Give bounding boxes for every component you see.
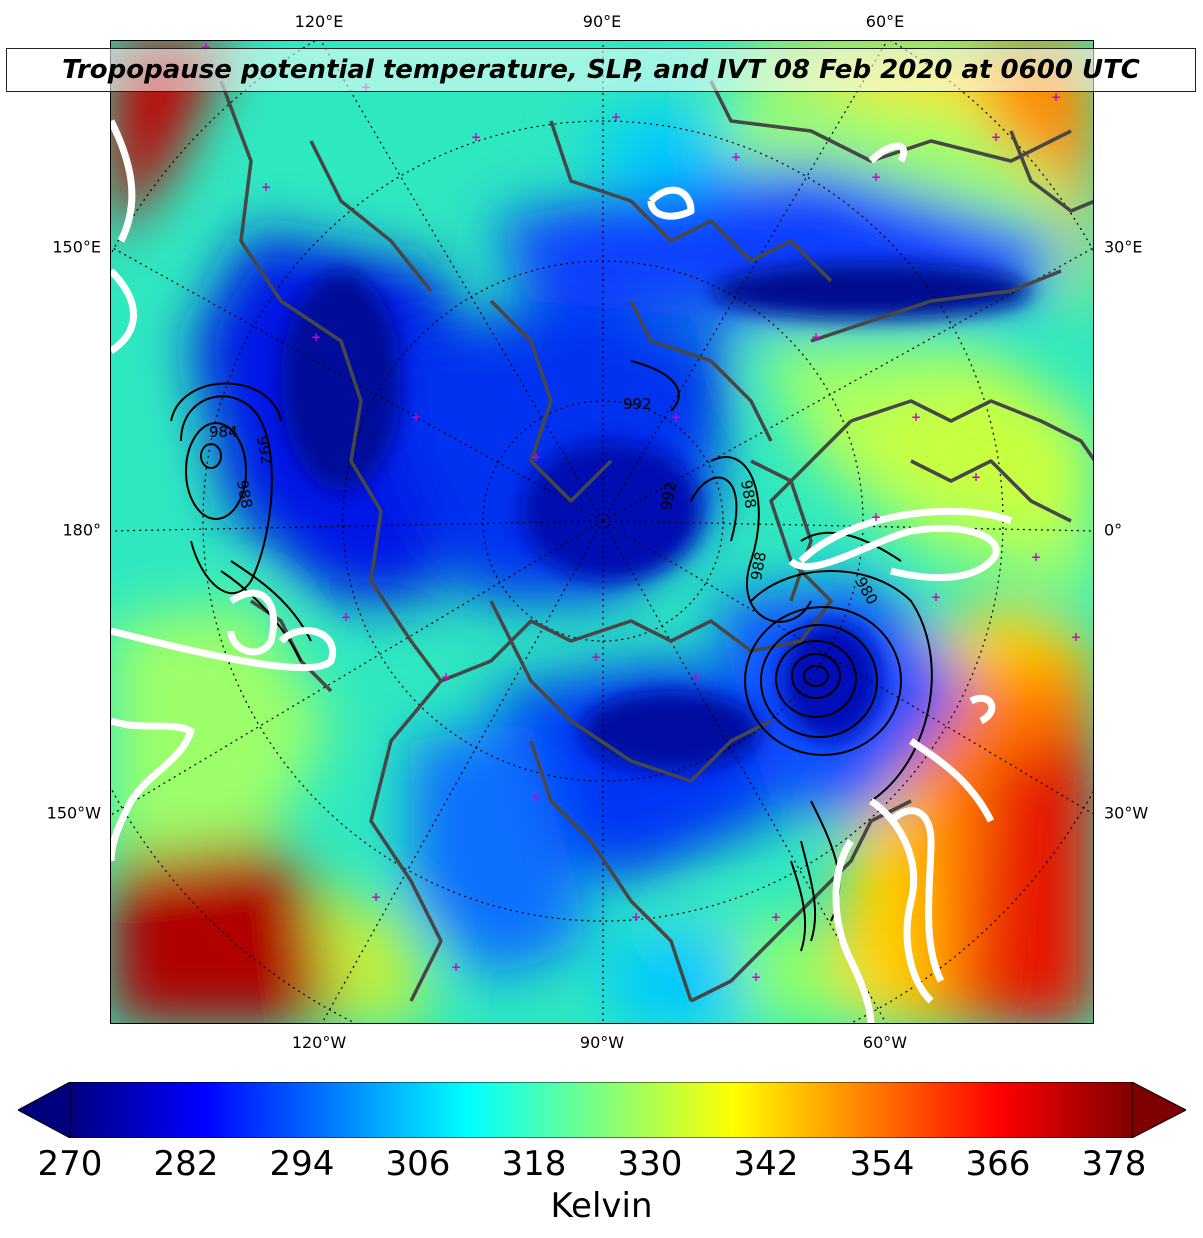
svg-text:+: + [531, 450, 541, 464]
slp-label-5: 992 [657, 480, 680, 511]
cold-cores [281, 263, 1031, 771]
svg-text:+: + [811, 330, 821, 344]
svg-text:+: + [611, 110, 621, 124]
slp-contours [170, 360, 933, 952]
svg-text:+: + [471, 130, 481, 144]
lat-label-left-3: 150°W [46, 803, 101, 823]
map-canvas: +++ +++ +++ +++ +++ +++ +++ +++ +++ +++ … [111, 41, 1093, 1023]
svg-text:+: + [911, 410, 921, 424]
colorbar-bar [69, 1082, 1133, 1138]
svg-text:+: + [341, 610, 351, 624]
colorbar-tick-9: 366 [965, 1144, 1031, 1184]
svg-text:+: + [591, 650, 601, 664]
colorbar-tick-10: 378 [1081, 1144, 1147, 1184]
lat-label-right-2: 0° [1104, 520, 1123, 540]
svg-text:+: + [731, 150, 741, 164]
svg-text:+: + [531, 790, 541, 804]
svg-text:+: + [671, 410, 681, 424]
svg-text:+: + [871, 510, 881, 524]
svg-text:+: + [451, 960, 461, 974]
svg-text:+: + [371, 890, 381, 904]
lat-label-right-3: 30°W [1104, 803, 1149, 823]
colorbar-max-extend [1131, 1082, 1186, 1138]
svg-text:+: + [871, 170, 881, 184]
lon-label-bottom-3: 60°W [862, 1033, 908, 1052]
colorbar-tick-5: 318 [501, 1144, 567, 1184]
chart-title: Tropopause potential temperature, SLP, a… [62, 55, 1140, 85]
colorbar-tick-1: 270 [37, 1144, 103, 1184]
map-panel: +++ +++ +++ +++ +++ +++ +++ +++ +++ +++ … [110, 40, 1094, 1024]
ivt-contours [111, 119, 1013, 1023]
slp-label-3: 988 [233, 479, 256, 510]
lon-label-top-3: 60°E [865, 12, 905, 31]
colorbar-tick-2: 282 [153, 1144, 219, 1184]
svg-text:+: + [261, 180, 271, 194]
svg-text:+: + [971, 470, 981, 484]
svg-text:+: + [311, 330, 321, 344]
slp-label-4: 992 [623, 395, 652, 413]
svg-text:+: + [751, 970, 761, 984]
lon-label-bottom-1: 120°W [291, 1033, 347, 1052]
lat-label-right-1: 30°E [1104, 237, 1143, 257]
svg-text:+: + [1031, 550, 1041, 564]
svg-text:+: + [1071, 630, 1081, 644]
svg-text:+: + [631, 910, 641, 924]
svg-text:+: + [771, 910, 781, 924]
slp-label-1: 984 [209, 423, 238, 441]
slp-label-7: 988 [747, 550, 770, 581]
lat-label-left-1: 150°E [52, 237, 101, 257]
colorbar-min-extend [18, 1082, 71, 1138]
slp-label-6: 988 [737, 479, 760, 510]
svg-text:+: + [691, 670, 701, 684]
lon-label-top-1: 120°E [294, 12, 344, 31]
lat-label-left-2: 180° [62, 520, 101, 540]
lon-label-bottom-2: 90°W [579, 1033, 625, 1052]
svg-text:+: + [411, 410, 421, 424]
colorbar-tick-3: 294 [269, 1144, 335, 1184]
title-box: Tropopause potential temperature, SLP, a… [6, 48, 1196, 92]
slp-label-2: 992 [253, 435, 276, 466]
slp-labels: 984 992 988 992 992 988 988 980 [209, 395, 881, 608]
lon-label-top-2: 90°E [582, 12, 622, 31]
colorbar [18, 1082, 1186, 1138]
colorbar-label: Kelvin [550, 1186, 653, 1226]
svg-text:+: + [201, 41, 211, 54]
colorbar-tick-4: 306 [385, 1144, 451, 1184]
station-markers: +++ +++ +++ +++ +++ +++ +++ +++ +++ +++ [201, 41, 1081, 984]
svg-text:+: + [931, 590, 941, 604]
colorbar-tick-7: 342 [733, 1144, 799, 1184]
svg-text:+: + [441, 670, 451, 684]
svg-text:+: + [1051, 90, 1061, 104]
svg-text:+: + [991, 130, 1001, 144]
colorbar-tick-8: 354 [849, 1144, 915, 1184]
colorbar-tick-6: 330 [617, 1144, 683, 1184]
coastlines [219, 80, 1093, 1003]
